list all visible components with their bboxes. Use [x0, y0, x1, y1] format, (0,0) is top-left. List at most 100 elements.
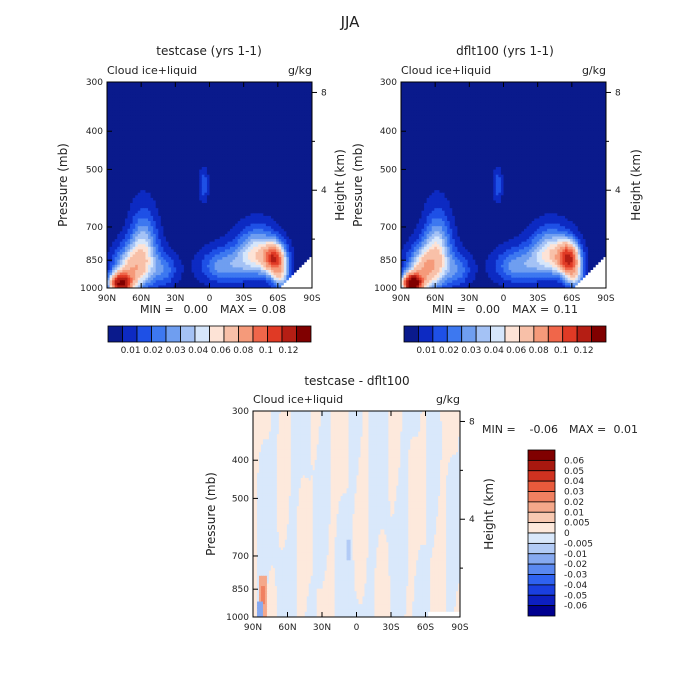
max-value: 0.08 — [262, 303, 287, 316]
colorbar-swatch — [527, 542, 556, 555]
contour-field — [253, 411, 460, 617]
colorbar-swatch — [527, 553, 556, 565]
colorbar-swatch — [527, 574, 556, 586]
min-label: MIN = — [482, 423, 516, 436]
colorbar-swatch — [527, 522, 556, 534]
colorbar-swatch — [527, 449, 556, 461]
y-tick-label: 300 — [86, 78, 103, 88]
colorbar-swatch — [527, 584, 556, 596]
y2-tick-label: 8 — [615, 88, 621, 98]
colorbar-label: 0.08 — [233, 346, 253, 356]
y2-tick-label: 4 — [615, 186, 621, 196]
x-tick-label: 0 — [354, 623, 360, 633]
x-tick-label: 60N — [426, 294, 444, 304]
panel-title: dflt100 (yrs 1-1) — [456, 44, 554, 58]
y2-tick-label: 8 — [469, 417, 475, 427]
y2-tick-label: 4 — [469, 515, 475, 525]
colorbar-swatch — [136, 325, 152, 343]
colorbar-swatch — [533, 325, 549, 343]
y-tick-label: 1000 — [226, 613, 249, 623]
colorbar-swatch — [209, 325, 225, 343]
y-axis-label: Pressure (mb) — [351, 143, 365, 227]
y-tick-label: 850 — [232, 585, 249, 595]
y2-tick-label: 4 — [321, 186, 327, 196]
colorbar-swatch — [165, 325, 181, 343]
x-tick-label: 90S — [303, 294, 320, 304]
colorbar-swatch — [591, 325, 607, 343]
max-label: MAX = — [512, 303, 549, 316]
y2-axis-label: Height (km) — [333, 149, 347, 220]
colorbar-label: 0.06 — [564, 456, 584, 466]
colorbar-label: 0.01 — [564, 508, 584, 518]
colorbar-swatch — [527, 605, 556, 617]
panel-testcase: testcase (yrs 1-1) Cloud ice+liquid g/kg… — [56, 44, 347, 316]
colorbar-swatch — [223, 325, 239, 343]
colorbar-label: 0.005 — [564, 519, 590, 529]
colorbar-swatch — [281, 325, 297, 343]
colorbar-swatch — [252, 325, 268, 343]
colorbar-swatch — [527, 563, 556, 575]
y-axis-label: Pressure (mb) — [56, 143, 70, 227]
y-tick-label: 1000 — [374, 284, 397, 294]
variable-label: Cloud ice+liquid — [401, 64, 491, 77]
colorbar-swatch — [527, 594, 556, 607]
colorbar-swatch — [527, 511, 556, 524]
colorbar-label: 0 — [564, 529, 570, 539]
colorbar-label: 0.12 — [278, 346, 298, 356]
colorbar-swatch — [527, 470, 556, 482]
x-tick-label: 0 — [501, 294, 507, 304]
page-title: JJA — [340, 13, 361, 31]
y-axis-label: Pressure (mb) — [204, 472, 218, 556]
min-label: MIN = — [140, 303, 174, 316]
min-value: 0.00 — [476, 303, 501, 316]
x-tick-label: 90S — [451, 623, 468, 633]
colorbar-label: -0.04 — [564, 581, 588, 591]
colorbar-swatch — [576, 325, 592, 343]
y-tick-label: 700 — [232, 552, 249, 562]
colorbar-dflt100: 0.01 0.02 0.03 0.04 0.06 0.08 0.1 0.12 — [403, 325, 607, 356]
colorbar-swatch — [267, 325, 283, 343]
y-tick-label: 700 — [86, 223, 103, 233]
colorbar-swatch — [461, 325, 477, 343]
colorbar-swatch — [238, 325, 254, 343]
colorbar-label: 0.03 — [166, 346, 186, 356]
panel-title: testcase (yrs 1-1) — [156, 44, 262, 58]
colorbar-label: 0.04 — [188, 346, 208, 356]
colorbar-label: 0.06 — [506, 346, 526, 356]
x-tick-label: 90N — [98, 294, 116, 304]
y-tick-label: 400 — [232, 456, 249, 466]
min-value: -0.06 — [530, 423, 558, 436]
colorbar-label: 0.01 — [121, 346, 141, 356]
colorbar-label: 0.02 — [564, 498, 584, 508]
x-tick-label: 60S — [269, 294, 286, 304]
colorbar-label: 0.01 — [416, 346, 436, 356]
colorbar-label: 0.1 — [259, 346, 273, 356]
colorbar-label: -0.06 — [564, 602, 588, 612]
x-tick-label: 90S — [597, 294, 614, 304]
y-tick-label: 850 — [86, 256, 103, 266]
colorbar-swatch — [527, 501, 556, 513]
colorbar-swatch — [194, 325, 210, 343]
y-tick-label: 500 — [232, 494, 249, 504]
colorbar-label: -0.005 — [564, 539, 593, 549]
colorbar-difference: 0.060.050.040.030.020.010.0050-0.005-0.0… — [527, 449, 593, 617]
colorbar-label: 0.02 — [439, 346, 459, 356]
max-label: MAX = — [220, 303, 257, 316]
max-value: 0.11 — [554, 303, 579, 316]
colorbar-swatch — [446, 325, 463, 343]
panel-difference: testcase - dflt100 Cloud ice+liquid g/kg… — [204, 374, 638, 633]
colorbar-label: -0.05 — [564, 591, 587, 601]
y-tick-label: 400 — [86, 127, 103, 137]
colorbar-label: -0.02 — [564, 560, 587, 570]
x-tick-label: 30N — [166, 294, 184, 304]
units-label: g/kg — [436, 393, 460, 406]
colorbar-label: 0.02 — [143, 346, 163, 356]
y2-tick-label: 8 — [321, 88, 327, 98]
x-tick-label: 60N — [278, 623, 296, 633]
colorbar-swatch — [562, 325, 578, 343]
x-tick-label: 30S — [529, 294, 546, 304]
x-tick-label: 90N — [244, 623, 262, 633]
y-tick-label: 700 — [380, 223, 397, 233]
colorbar-swatch — [180, 325, 196, 343]
colorbar-label: 0.12 — [574, 346, 594, 356]
